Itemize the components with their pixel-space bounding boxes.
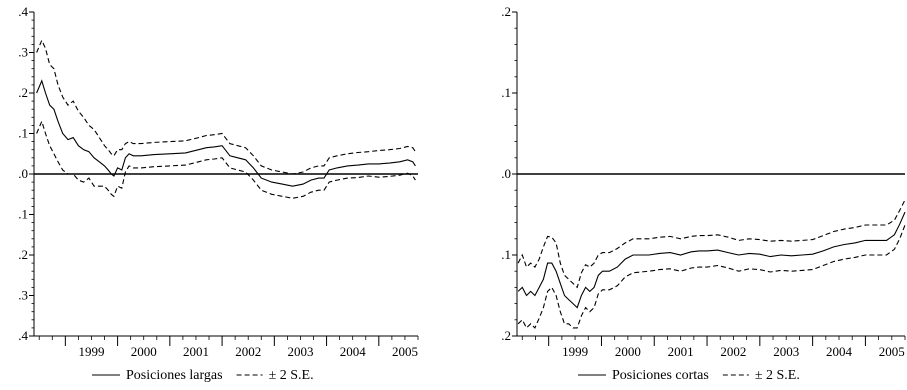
y-tick-label: .0 [501, 166, 511, 181]
y-tick-label: .4 [18, 328, 28, 343]
x-tick-label: 2000 [615, 344, 641, 359]
legend: Posiciones cortas ± 2 S.E. [578, 368, 800, 383]
legend-series-label: Posiciones largas [126, 368, 223, 383]
series-lines [517, 199, 906, 329]
x-tick-label: 1999 [562, 344, 588, 359]
y-tick-label: .1 [18, 126, 28, 141]
confidence-band-lower [36, 119, 416, 199]
y-tick-label: .0 [18, 166, 28, 181]
x-tick-label: 2002 [720, 344, 746, 359]
x-tick-label: 2005 [392, 344, 418, 359]
chart-panel-short-positions: .2 .1 .0 .1 .2 1999 2000 2001 2002 2003 2004 2005 P… [501, 4, 906, 383]
chart-panel-long-positions: .4 .3 .2 .1 .0 .1 .2 .3 .4 1999 2000 2001 2002 2003 20… [18, 4, 419, 383]
axes: .2 .1 .0 .1 .2 1999 2000 2001 2002 2003 2004 2005 [501, 4, 906, 359]
axes: .4 .3 .2 .1 .0 .1 .2 .3 .4 1999 2000 2001 2002 2003 20… [18, 4, 419, 359]
legend-band-label: ± 2 S.E. [755, 368, 800, 383]
confidence-band-upper [517, 199, 906, 289]
y-tick-label: .3 [18, 288, 28, 303]
x-tick-label: 1999 [78, 344, 104, 359]
x-tick-label: 2003 [773, 344, 799, 359]
legend-series-label: Posiciones cortas [612, 368, 709, 383]
x-tick-label: 2002 [235, 344, 261, 359]
x-tick-label: 2004 [826, 344, 853, 359]
legend-band-label: ± 2 S.E. [269, 368, 314, 383]
y-tick-label: .1 [501, 247, 511, 262]
legend: Posiciones largas ± 2 S.E. [92, 368, 314, 383]
y-tick-label: .1 [501, 85, 511, 100]
series-lines [36, 39, 416, 199]
y-tick-label: .1 [18, 207, 28, 222]
confidence-band-upper [36, 39, 416, 175]
x-tick-label: 2005 [879, 344, 905, 359]
y-tick-label: .2 [18, 247, 28, 262]
y-tick-label: .2 [501, 328, 511, 343]
x-tick-label: 2000 [131, 344, 157, 359]
series-line [36, 79, 416, 187]
x-tick-label: 2003 [287, 344, 313, 359]
x-tick-label: 2001 [668, 344, 694, 359]
series-line [517, 211, 906, 309]
y-tick-label: .2 [501, 4, 511, 19]
confidence-band-lower [517, 224, 906, 329]
y-tick-label: .2 [18, 85, 28, 100]
y-tick-label: .3 [18, 45, 28, 60]
y-tick-label: .4 [18, 4, 28, 19]
x-tick-label: 2001 [183, 344, 209, 359]
x-tick-label: 2004 [340, 344, 367, 359]
